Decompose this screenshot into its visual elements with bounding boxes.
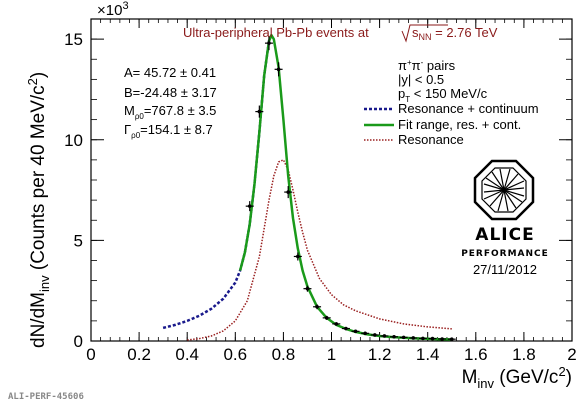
- x-tick-label: 0.2: [127, 345, 151, 364]
- x-tick-label: 0.8: [272, 345, 296, 364]
- data-point: [341, 326, 350, 331]
- data-point: [370, 333, 379, 337]
- logo-subtitle: PERFORMANCE: [461, 249, 549, 259]
- data-point: [322, 315, 331, 320]
- x-tick-label: 0.6: [223, 345, 247, 364]
- y-multiplier: ×103: [97, 0, 129, 19]
- data-point: [361, 331, 370, 336]
- data-point: [351, 329, 360, 334]
- alice-emblem-icon: [473, 159, 535, 221]
- legend-label-fit: Fit range, res. + cont.: [398, 117, 521, 132]
- data-point: [380, 334, 389, 338]
- data-point: [438, 337, 447, 341]
- footer-id: ALI-PERF-45606: [8, 392, 84, 402]
- x-tick-label: 0.4: [175, 345, 199, 364]
- data-point: [264, 36, 273, 51]
- data-point: [399, 335, 408, 340]
- data-point: [428, 336, 437, 341]
- param-width: Γρ0=154.1 ± 8.7: [124, 122, 213, 140]
- x-tick-label: 1: [327, 345, 336, 364]
- data-point: [409, 336, 418, 340]
- data-point: [313, 304, 322, 310]
- fit-parameters: A= 45.72 ± 0.41 B=-24.48 ± 3.17 Mρ0=767.…: [124, 65, 217, 140]
- pairs-label: π+π- pairs: [398, 58, 456, 73]
- legend-label-continuum: Resonance + continuum: [398, 101, 539, 116]
- legend: Resonance + continuum Fit range, res. + …: [364, 101, 539, 147]
- x-tick-label: 2: [567, 345, 576, 364]
- logo-name: ALICE: [475, 225, 534, 245]
- data-point: [274, 62, 283, 77]
- data-point: [245, 201, 254, 212]
- x-tick-label: 1.4: [416, 345, 440, 364]
- axis-ticks: [90, 18, 573, 342]
- title-energy: sNN = 2.76 TeV: [412, 25, 498, 42]
- data-point: [293, 252, 302, 261]
- chart-title: Ultra-peripheral Pb-Pb events at sNN = 2…: [183, 24, 498, 43]
- legend-label-resonance: Resonance: [398, 132, 464, 147]
- data-points: [245, 36, 456, 341]
- param-a: A= 45.72 ± 0.41: [124, 65, 216, 80]
- data-point: [390, 334, 399, 339]
- y-axis-label: dN/dMinv (Counts per 40 MeV/c2): [25, 72, 52, 348]
- y-tick-label: 0: [74, 332, 83, 351]
- rapidity-cut: |y| < 0.5: [398, 72, 444, 87]
- title-text: Ultra-peripheral Pb-Pb events at: [183, 25, 369, 40]
- y-tick-label: 15: [64, 30, 83, 49]
- data-point: [332, 322, 341, 326]
- data-point: [284, 186, 293, 199]
- param-b: B=-24.48 ± 3.17: [124, 85, 217, 100]
- data-point: [255, 105, 264, 118]
- y-tick-label: 10: [64, 131, 83, 150]
- x-axis-label: Minv (GeV/c2): [462, 364, 572, 391]
- x-tick-label: 1.8: [512, 345, 536, 364]
- y-tick-label: 5: [74, 231, 83, 250]
- x-tick-label: 1.2: [368, 345, 392, 364]
- selection-info: π+π- pairs |y| < 0.5 pT < 150 MeV/c: [398, 58, 488, 104]
- param-mass: Mρ0=767.8 ± 3.5: [124, 103, 216, 121]
- logo-date: 27/11/2012: [473, 262, 537, 277]
- pt-cut: pT < 150 MeV/c: [398, 86, 488, 104]
- sqrt-sign: [401, 24, 448, 43]
- tick-labels: 0 0.2 0.4 0.6 0.8 1 1.2 1.4 1.6 1.8 2 0 5 10 15: [64, 30, 577, 364]
- data-point: [303, 285, 312, 292]
- alice-logo: ALICE PERFORMANCE 27/11/2012: [461, 159, 549, 277]
- data-point: [447, 337, 456, 341]
- data-point: [418, 336, 427, 341]
- x-tick-label: 1.6: [464, 345, 488, 364]
- x-tick-label: 0: [86, 345, 95, 364]
